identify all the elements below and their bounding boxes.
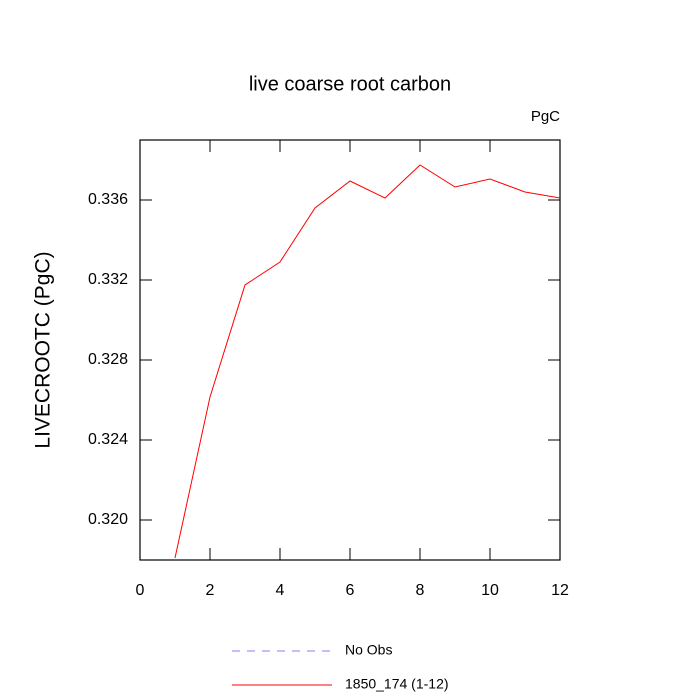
x-tick-label: 4: [276, 582, 285, 599]
legend-label: 1850_174 (1-12): [345, 676, 449, 692]
legend-label: No Obs: [345, 642, 392, 658]
x-tick-label: 12: [551, 582, 569, 599]
y-axis-label: LIVECROOTC (PgC): [32, 251, 55, 448]
y-tick-label: 0.320: [88, 511, 128, 528]
x-tick-label: 8: [416, 582, 425, 599]
y-tick-label: 0.332: [88, 271, 128, 288]
y-tick-label: 0.336: [88, 191, 128, 208]
chart-title: live coarse root carbon: [249, 73, 451, 95]
x-tick-label: 0: [136, 582, 145, 599]
x-tick-label: 10: [481, 582, 499, 599]
y-tick-label: 0.328: [88, 351, 128, 368]
plot-frame: [139, 139, 561, 561]
x-tick-label: 6: [346, 582, 355, 599]
units-label: PgC: [531, 108, 560, 125]
x-tick-label: 2: [206, 582, 215, 599]
series-line: [174, 164, 561, 559]
y-tick-label: 0.324: [88, 431, 128, 448]
